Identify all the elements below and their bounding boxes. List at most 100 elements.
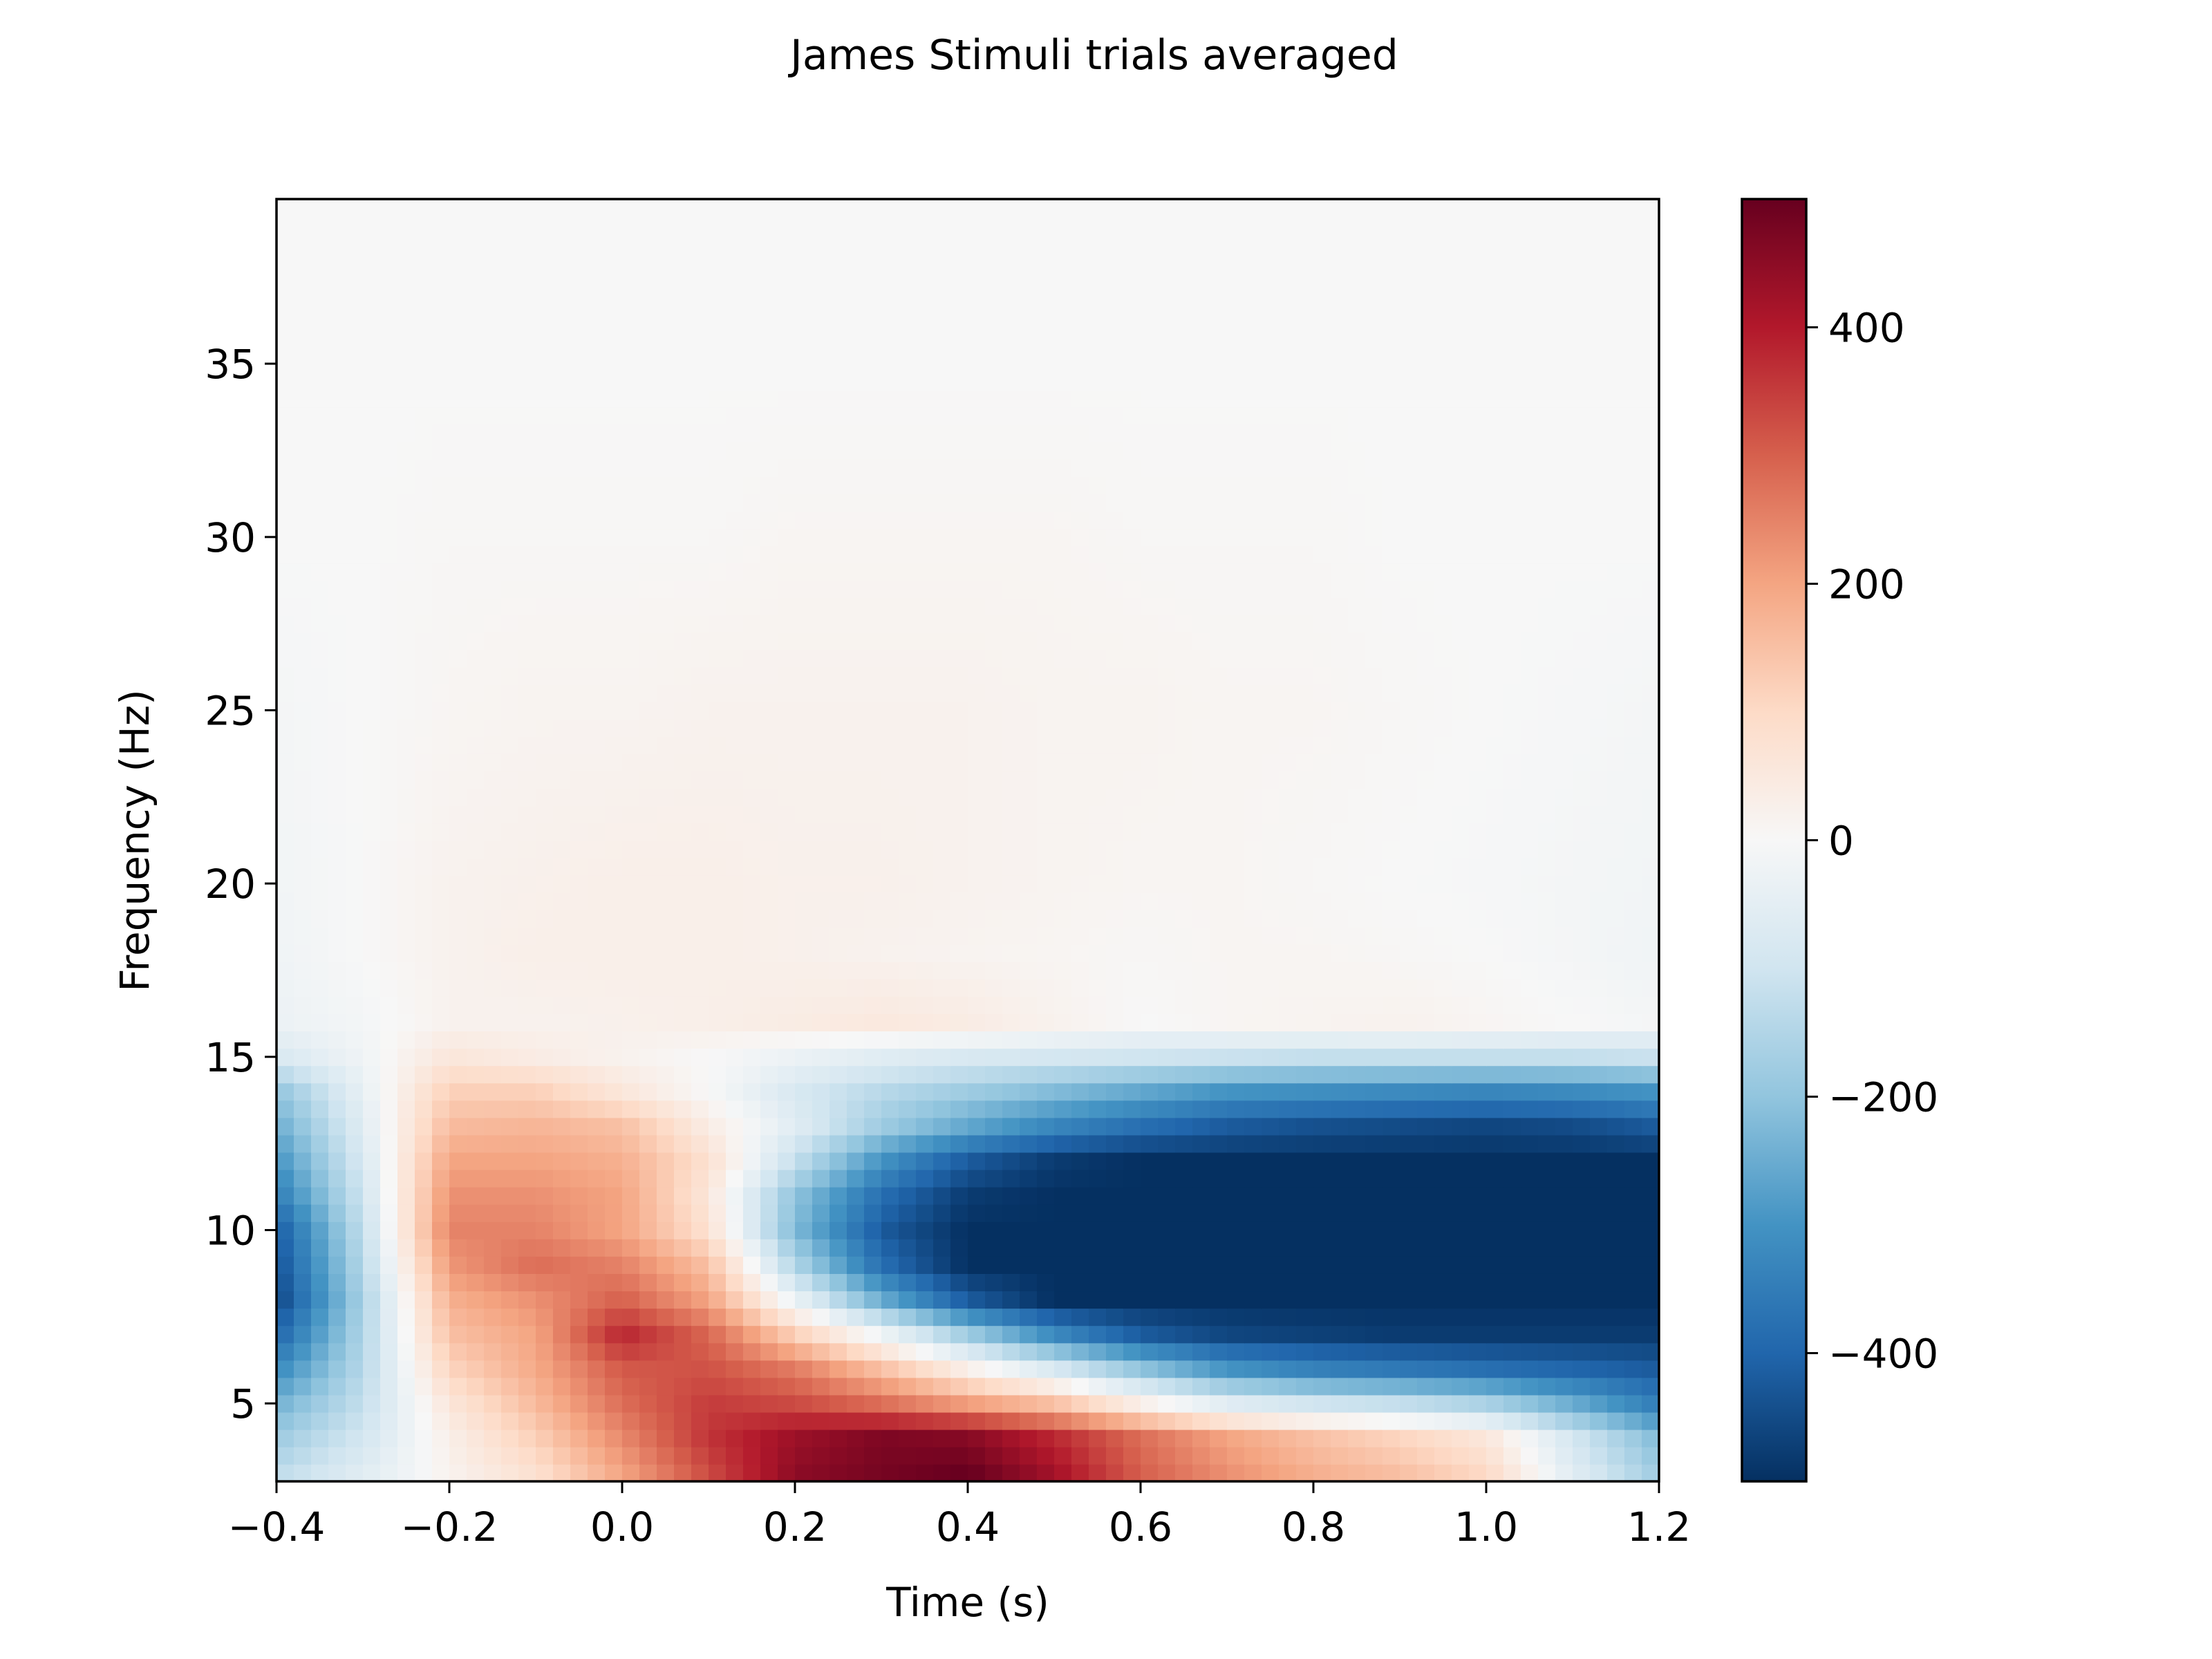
heatmap-cell <box>1417 1342 1435 1361</box>
heatmap-cell <box>726 1169 744 1188</box>
heatmap-cell <box>1020 1065 1038 1084</box>
heatmap-cell <box>709 545 727 564</box>
heatmap-cell <box>709 389 727 408</box>
heatmap-cell <box>812 528 830 547</box>
heatmap-cell <box>397 545 415 564</box>
heatmap-cell <box>968 1291 986 1309</box>
heatmap-cell <box>397 649 415 668</box>
heatmap-cell <box>1020 840 1038 859</box>
heatmap-cell <box>363 1013 381 1032</box>
heatmap-cell <box>1469 580 1487 599</box>
heatmap-cell <box>760 961 778 980</box>
heatmap-cell <box>778 545 796 564</box>
heatmap-cell <box>1417 979 1435 997</box>
heatmap-cell <box>1469 528 1487 547</box>
heatmap-cell <box>415 1169 433 1188</box>
heatmap-cell <box>588 1134 606 1153</box>
heatmap-cell <box>1469 1463 1487 1481</box>
heatmap-cell <box>1227 979 1245 997</box>
heatmap-cell <box>363 823 381 841</box>
heatmap-cell <box>691 528 709 547</box>
heatmap-cell <box>933 563 951 581</box>
heatmap-cell <box>605 684 623 702</box>
heatmap-cell <box>778 1291 796 1309</box>
heatmap-cell <box>657 1394 675 1413</box>
heatmap-cell <box>1382 771 1400 789</box>
heatmap-cell <box>1400 1325 1418 1344</box>
heatmap-cell <box>553 649 571 668</box>
heatmap-cell <box>311 580 329 599</box>
heatmap-cell <box>1573 459 1591 477</box>
heatmap-cell <box>1158 441 1176 460</box>
heatmap-cell <box>1123 459 1141 477</box>
heatmap-cell <box>1469 1100 1487 1118</box>
heatmap-cell <box>518 545 536 564</box>
heatmap-cell <box>415 476 433 494</box>
heatmap-cell <box>795 823 813 841</box>
heatmap-cell <box>415 944 433 962</box>
heatmap-cell <box>881 736 899 754</box>
heatmap-cell <box>1434 892 1452 910</box>
heatmap-cell <box>933 1429 951 1447</box>
heatmap-cell <box>1573 1325 1591 1344</box>
heatmap-cell <box>1262 926 1280 945</box>
heatmap-cell <box>1175 1463 1193 1481</box>
heatmap-cell <box>1054 857 1072 876</box>
heatmap-cell <box>657 476 675 494</box>
heatmap-cell <box>1279 1134 1297 1153</box>
heatmap-cell <box>830 823 847 841</box>
heatmap-cell <box>328 1065 346 1084</box>
heatmap-cell <box>657 979 675 997</box>
heatmap-cell <box>588 996 606 1014</box>
heatmap-cell <box>570 1394 588 1413</box>
heatmap-cell <box>847 1429 865 1447</box>
heatmap-cell <box>1262 511 1280 529</box>
heatmap-cell <box>1607 1360 1625 1378</box>
heatmap-cell <box>1262 1082 1280 1101</box>
heatmap-cell <box>380 1221 398 1239</box>
heatmap-cell <box>1400 528 1418 547</box>
heatmap-cell <box>674 1186 692 1205</box>
heatmap-cell <box>380 1429 398 1447</box>
heatmap-cell <box>1210 632 1228 650</box>
heatmap-cell <box>1175 684 1193 702</box>
heatmap-cell <box>1348 1203 1366 1222</box>
heatmap-cell <box>968 1169 986 1188</box>
heatmap-cell <box>1624 615 1642 633</box>
heatmap-cell <box>726 874 744 893</box>
heatmap-cell <box>1417 528 1435 547</box>
heatmap-cell <box>1037 1342 1055 1361</box>
heatmap-cell <box>467 788 485 807</box>
heatmap-cell <box>311 545 329 564</box>
heatmap-cell <box>1279 944 1297 962</box>
heatmap-cell <box>1037 424 1055 442</box>
heatmap-cell <box>933 580 951 599</box>
heatmap-cell <box>1002 1342 1020 1361</box>
heatmap-cell <box>968 909 986 928</box>
heatmap-cell <box>1106 545 1124 564</box>
heatmap-cell <box>553 944 571 962</box>
heatmap-cell <box>518 823 536 841</box>
heatmap-cell <box>1400 511 1418 529</box>
heatmap-cell <box>950 823 968 841</box>
heatmap-cell <box>864 1013 882 1032</box>
heatmap-cell <box>657 1463 675 1481</box>
heatmap-cell <box>1244 580 1262 599</box>
heatmap-cell <box>363 805 381 824</box>
heatmap-cell <box>1106 580 1124 599</box>
heatmap-cell <box>588 528 606 547</box>
heatmap-cell <box>1089 494 1107 512</box>
heatmap-cell <box>536 545 554 564</box>
heatmap-cell <box>467 389 485 408</box>
heatmap-cell <box>1175 1031 1193 1049</box>
heatmap-cell <box>1141 909 1159 928</box>
heatmap-cell <box>1348 996 1366 1014</box>
heatmap-cell <box>847 1446 865 1465</box>
heatmap-cell <box>1400 441 1418 460</box>
heatmap-cell <box>605 1360 623 1378</box>
heatmap-cell <box>294 961 312 980</box>
heatmap-cell <box>1037 1446 1055 1465</box>
heatmap-cell <box>1400 979 1418 997</box>
heatmap-cell <box>536 1429 554 1447</box>
heatmap-cell <box>276 1186 294 1205</box>
